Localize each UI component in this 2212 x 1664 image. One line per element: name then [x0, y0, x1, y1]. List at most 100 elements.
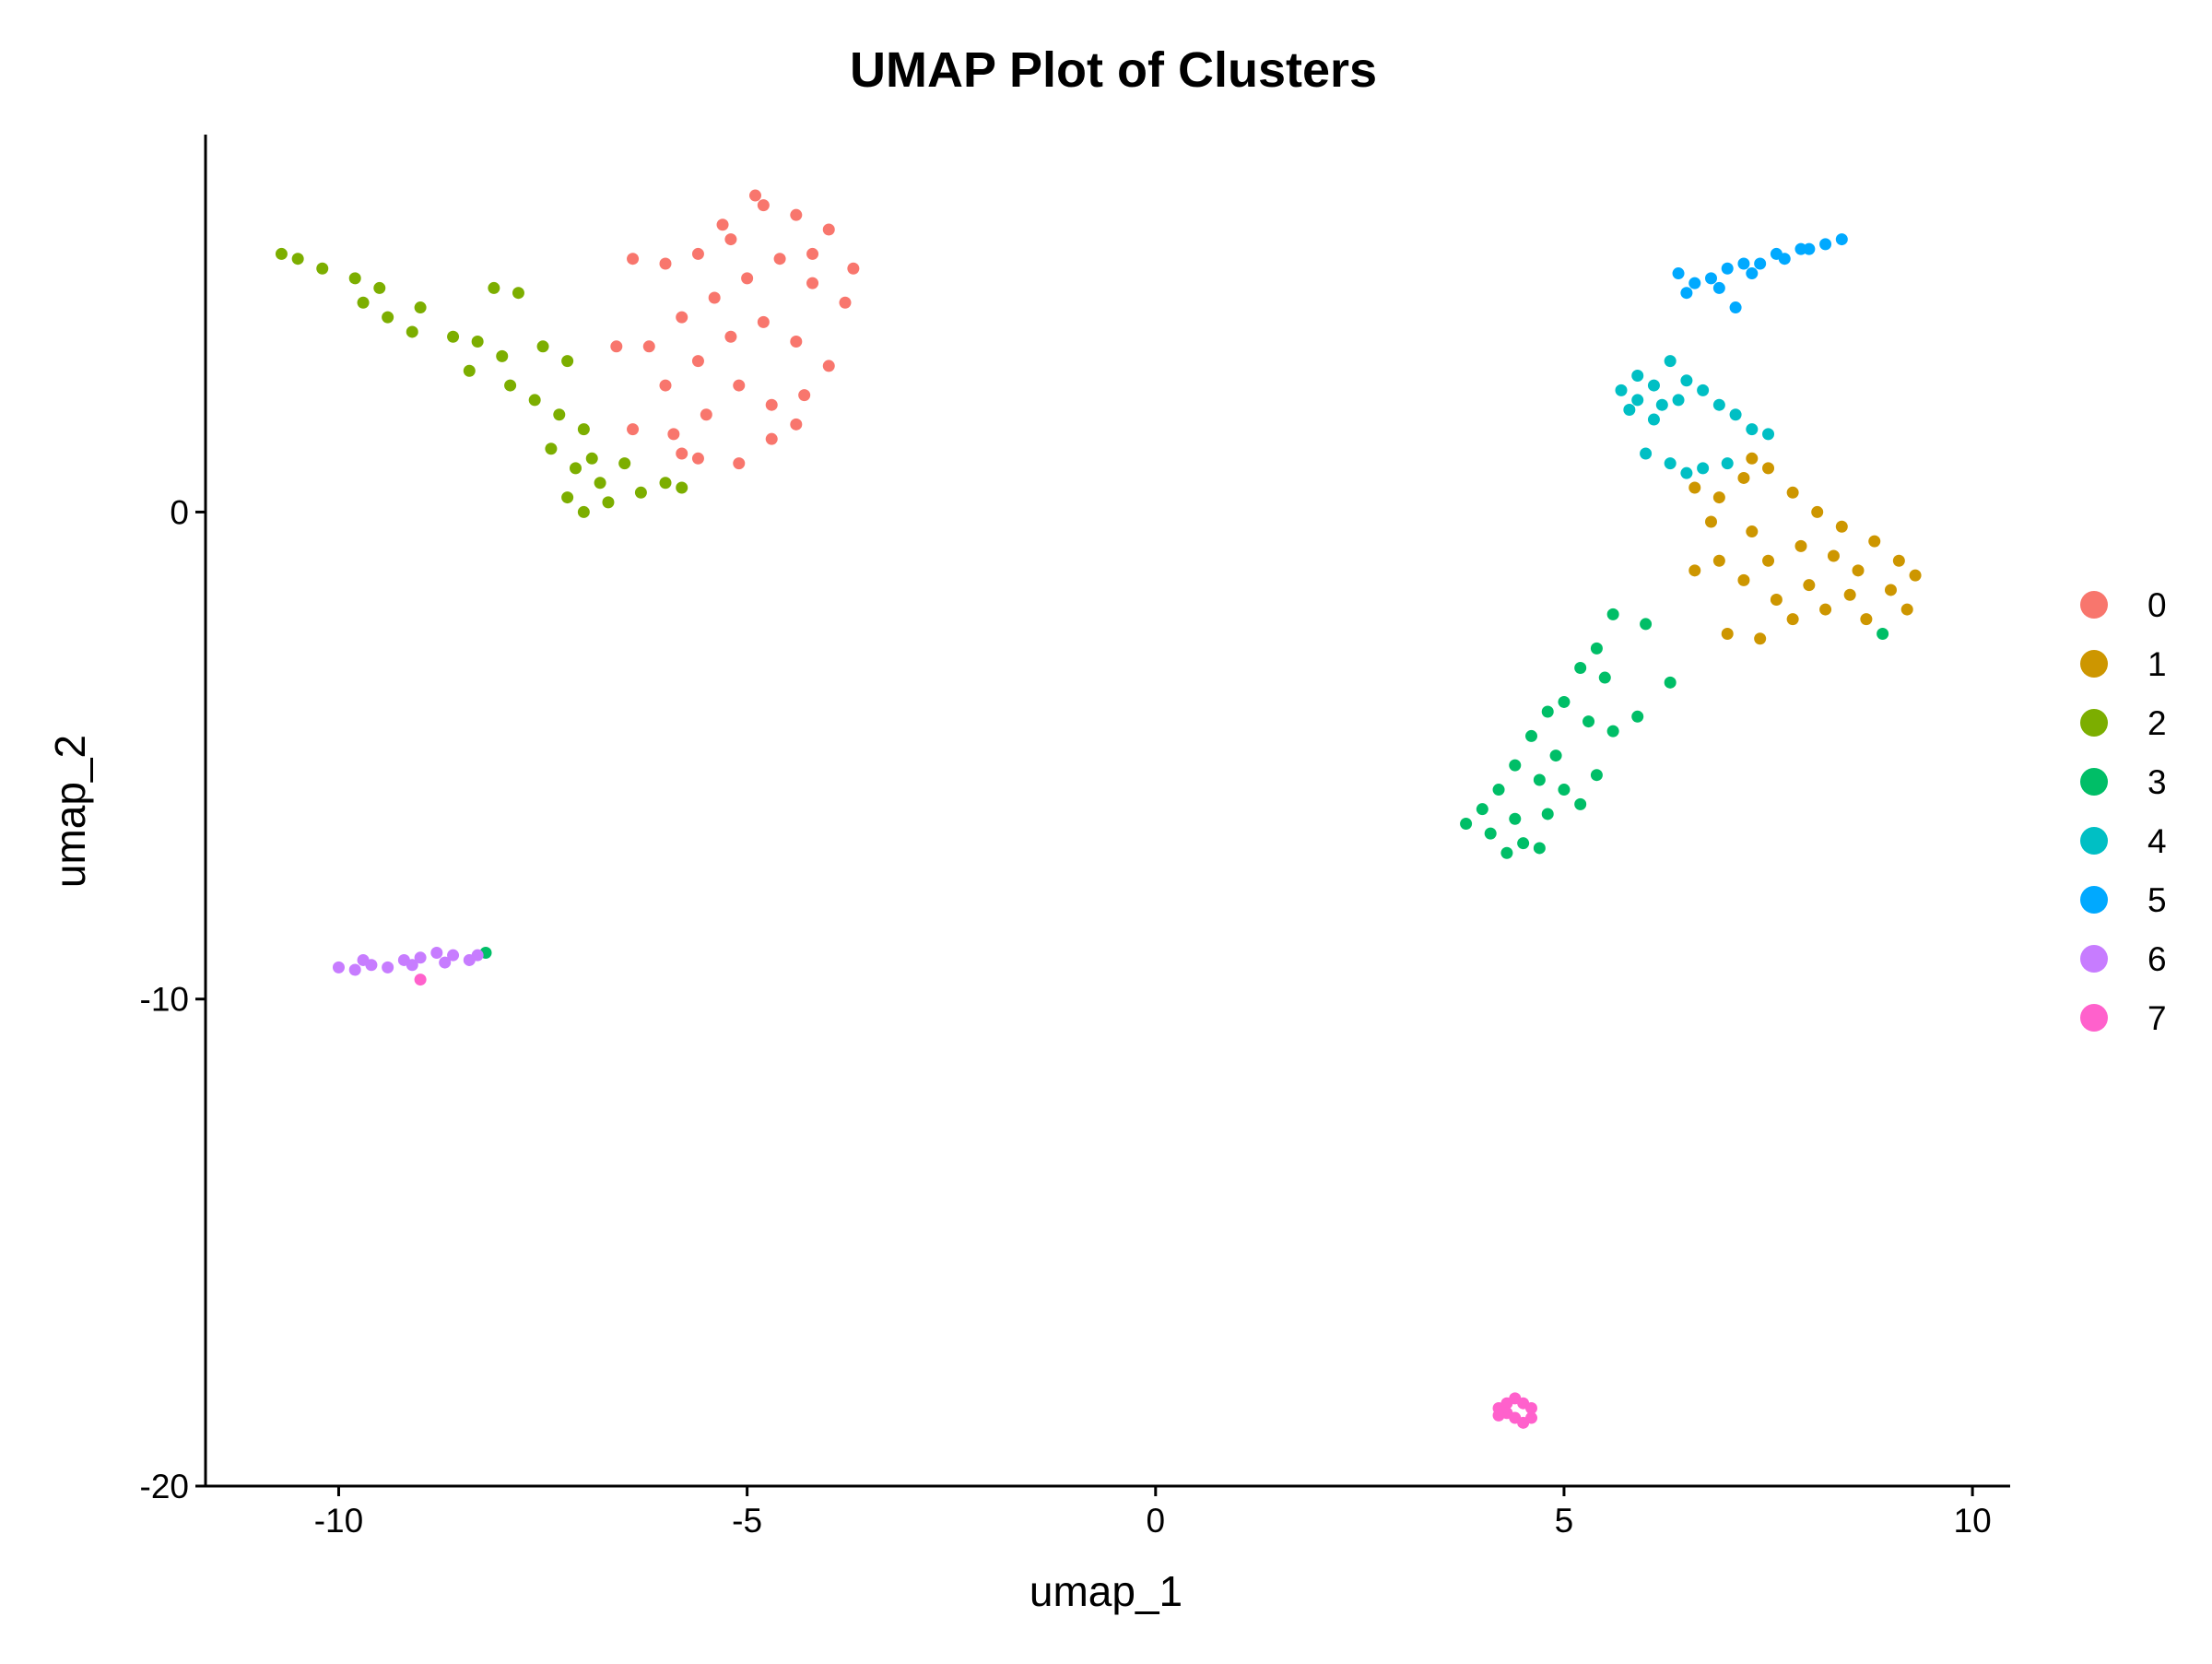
- point: [332, 961, 345, 974]
- point: [691, 355, 704, 368]
- point: [1688, 564, 1701, 577]
- point: [1647, 379, 1660, 392]
- point: [1525, 1401, 1538, 1414]
- point: [447, 949, 460, 962]
- point: [1746, 267, 1759, 280]
- point: [488, 281, 500, 294]
- point: [1574, 797, 1587, 810]
- point: [1606, 725, 1619, 738]
- point: [741, 272, 754, 285]
- legend-swatch: [2080, 1004, 2108, 1032]
- point: [1786, 486, 1799, 499]
- legend-swatch: [2080, 827, 2108, 855]
- point: [610, 340, 623, 353]
- point: [1819, 603, 1832, 616]
- point: [627, 253, 640, 266]
- x-tick-label: 10: [1954, 1502, 1992, 1540]
- point: [1712, 281, 1725, 294]
- point: [1737, 257, 1750, 270]
- point: [1712, 491, 1725, 504]
- point: [545, 443, 558, 455]
- point: [348, 963, 361, 976]
- point: [634, 486, 647, 499]
- point: [1631, 370, 1644, 383]
- point: [1868, 535, 1881, 548]
- point: [1574, 661, 1587, 674]
- point: [570, 462, 582, 475]
- point: [659, 379, 672, 392]
- point: [1583, 715, 1595, 728]
- legend-swatch: [2080, 650, 2108, 678]
- point: [1721, 627, 1734, 640]
- point: [594, 477, 606, 490]
- point: [765, 432, 778, 445]
- point: [733, 457, 746, 470]
- point: [1549, 749, 1562, 762]
- y-tick-label: 0: [170, 493, 189, 531]
- point: [471, 336, 484, 348]
- legend-swatch: [2080, 591, 2108, 619]
- point: [716, 218, 729, 231]
- point: [847, 262, 860, 275]
- point: [1843, 588, 1856, 601]
- point: [1721, 262, 1734, 275]
- point: [618, 457, 631, 470]
- point: [1476, 803, 1488, 816]
- point: [1835, 233, 1848, 246]
- point: [806, 247, 819, 260]
- point: [806, 277, 819, 289]
- point: [1754, 632, 1767, 645]
- point: [1803, 579, 1816, 592]
- point: [439, 956, 452, 969]
- point: [577, 423, 590, 436]
- point: [536, 340, 549, 353]
- y-axis-title: umap_2: [46, 735, 94, 888]
- point: [1541, 705, 1554, 718]
- point: [642, 340, 655, 353]
- point: [1509, 1411, 1522, 1424]
- point: [1655, 398, 1668, 411]
- point: [1533, 773, 1546, 786]
- point: [1729, 301, 1742, 314]
- point: [700, 408, 712, 421]
- point: [447, 330, 460, 343]
- point: [691, 452, 704, 465]
- point: [798, 389, 811, 402]
- point: [1746, 423, 1759, 436]
- point: [1704, 272, 1717, 285]
- point: [1640, 447, 1653, 460]
- point: [275, 247, 288, 260]
- point: [773, 253, 786, 266]
- point: [1509, 812, 1522, 825]
- legend-swatch: [2080, 945, 2108, 973]
- point: [1664, 457, 1677, 470]
- point: [1680, 287, 1693, 300]
- point: [382, 961, 394, 974]
- x-axis-title: umap_1: [1030, 1567, 1182, 1615]
- point: [1737, 573, 1750, 586]
- point: [414, 951, 427, 964]
- legend-label: 5: [2147, 881, 2167, 919]
- point: [765, 398, 778, 411]
- point: [1664, 676, 1677, 689]
- x-tick-label: -10: [314, 1502, 363, 1540]
- point: [1492, 784, 1505, 797]
- point: [676, 481, 688, 494]
- legend-label: 6: [2147, 940, 2167, 978]
- point: [1746, 452, 1759, 465]
- point: [357, 953, 370, 966]
- point: [1647, 413, 1660, 426]
- point: [1909, 569, 1922, 582]
- point: [822, 360, 835, 372]
- x-tick-label: -5: [732, 1502, 762, 1540]
- point: [676, 311, 688, 324]
- point: [406, 325, 418, 338]
- legend-swatch: [2080, 709, 2108, 737]
- point: [1697, 384, 1710, 396]
- point: [553, 408, 566, 421]
- point: [1900, 603, 1913, 616]
- point: [627, 423, 640, 436]
- point: [414, 974, 427, 986]
- point: [1533, 842, 1546, 855]
- point: [1754, 257, 1767, 270]
